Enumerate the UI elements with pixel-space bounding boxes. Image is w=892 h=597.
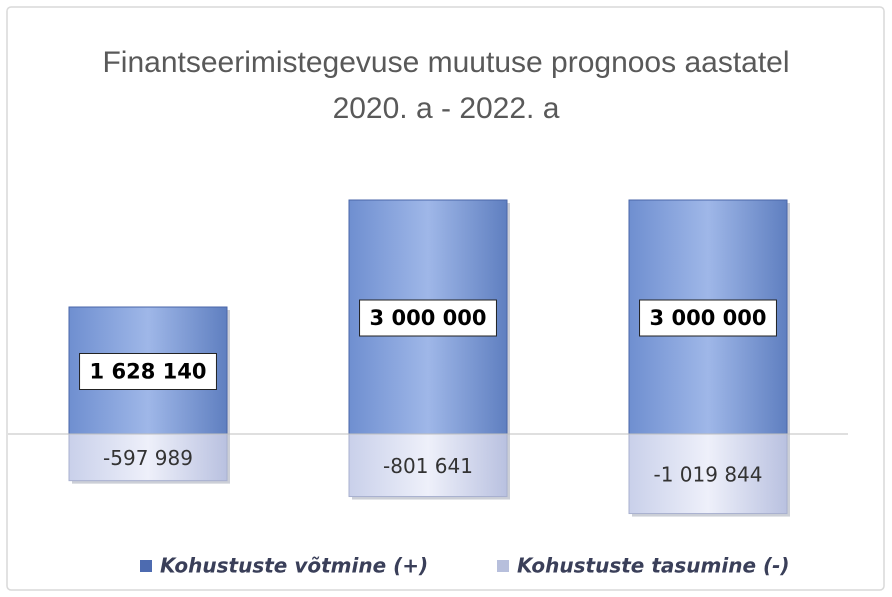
data-label: 3 000 000 [370,306,487,330]
data-label: -1 019 844 [653,462,762,486]
legend-label: Kohustuste võtmine (+) [160,554,428,578]
data-label: 3 000 000 [650,306,767,330]
data-label: -597 989 [103,446,193,470]
data-label-box [639,299,777,337]
legend-swatch [140,560,152,572]
data-label: 1 628 140 [90,360,207,384]
data-label-box [79,353,217,391]
legend-swatch [497,560,509,572]
data-label-box [359,299,497,337]
chart-border [6,6,885,591]
bar [628,433,788,515]
bar [68,433,228,482]
data-label: -801 641 [383,454,473,478]
bar [348,433,508,498]
chart-title: Finantseerimistegevuse muutuse prognoos … [102,46,790,125]
legend-label: Kohustuste tasumine (-) [517,554,790,578]
